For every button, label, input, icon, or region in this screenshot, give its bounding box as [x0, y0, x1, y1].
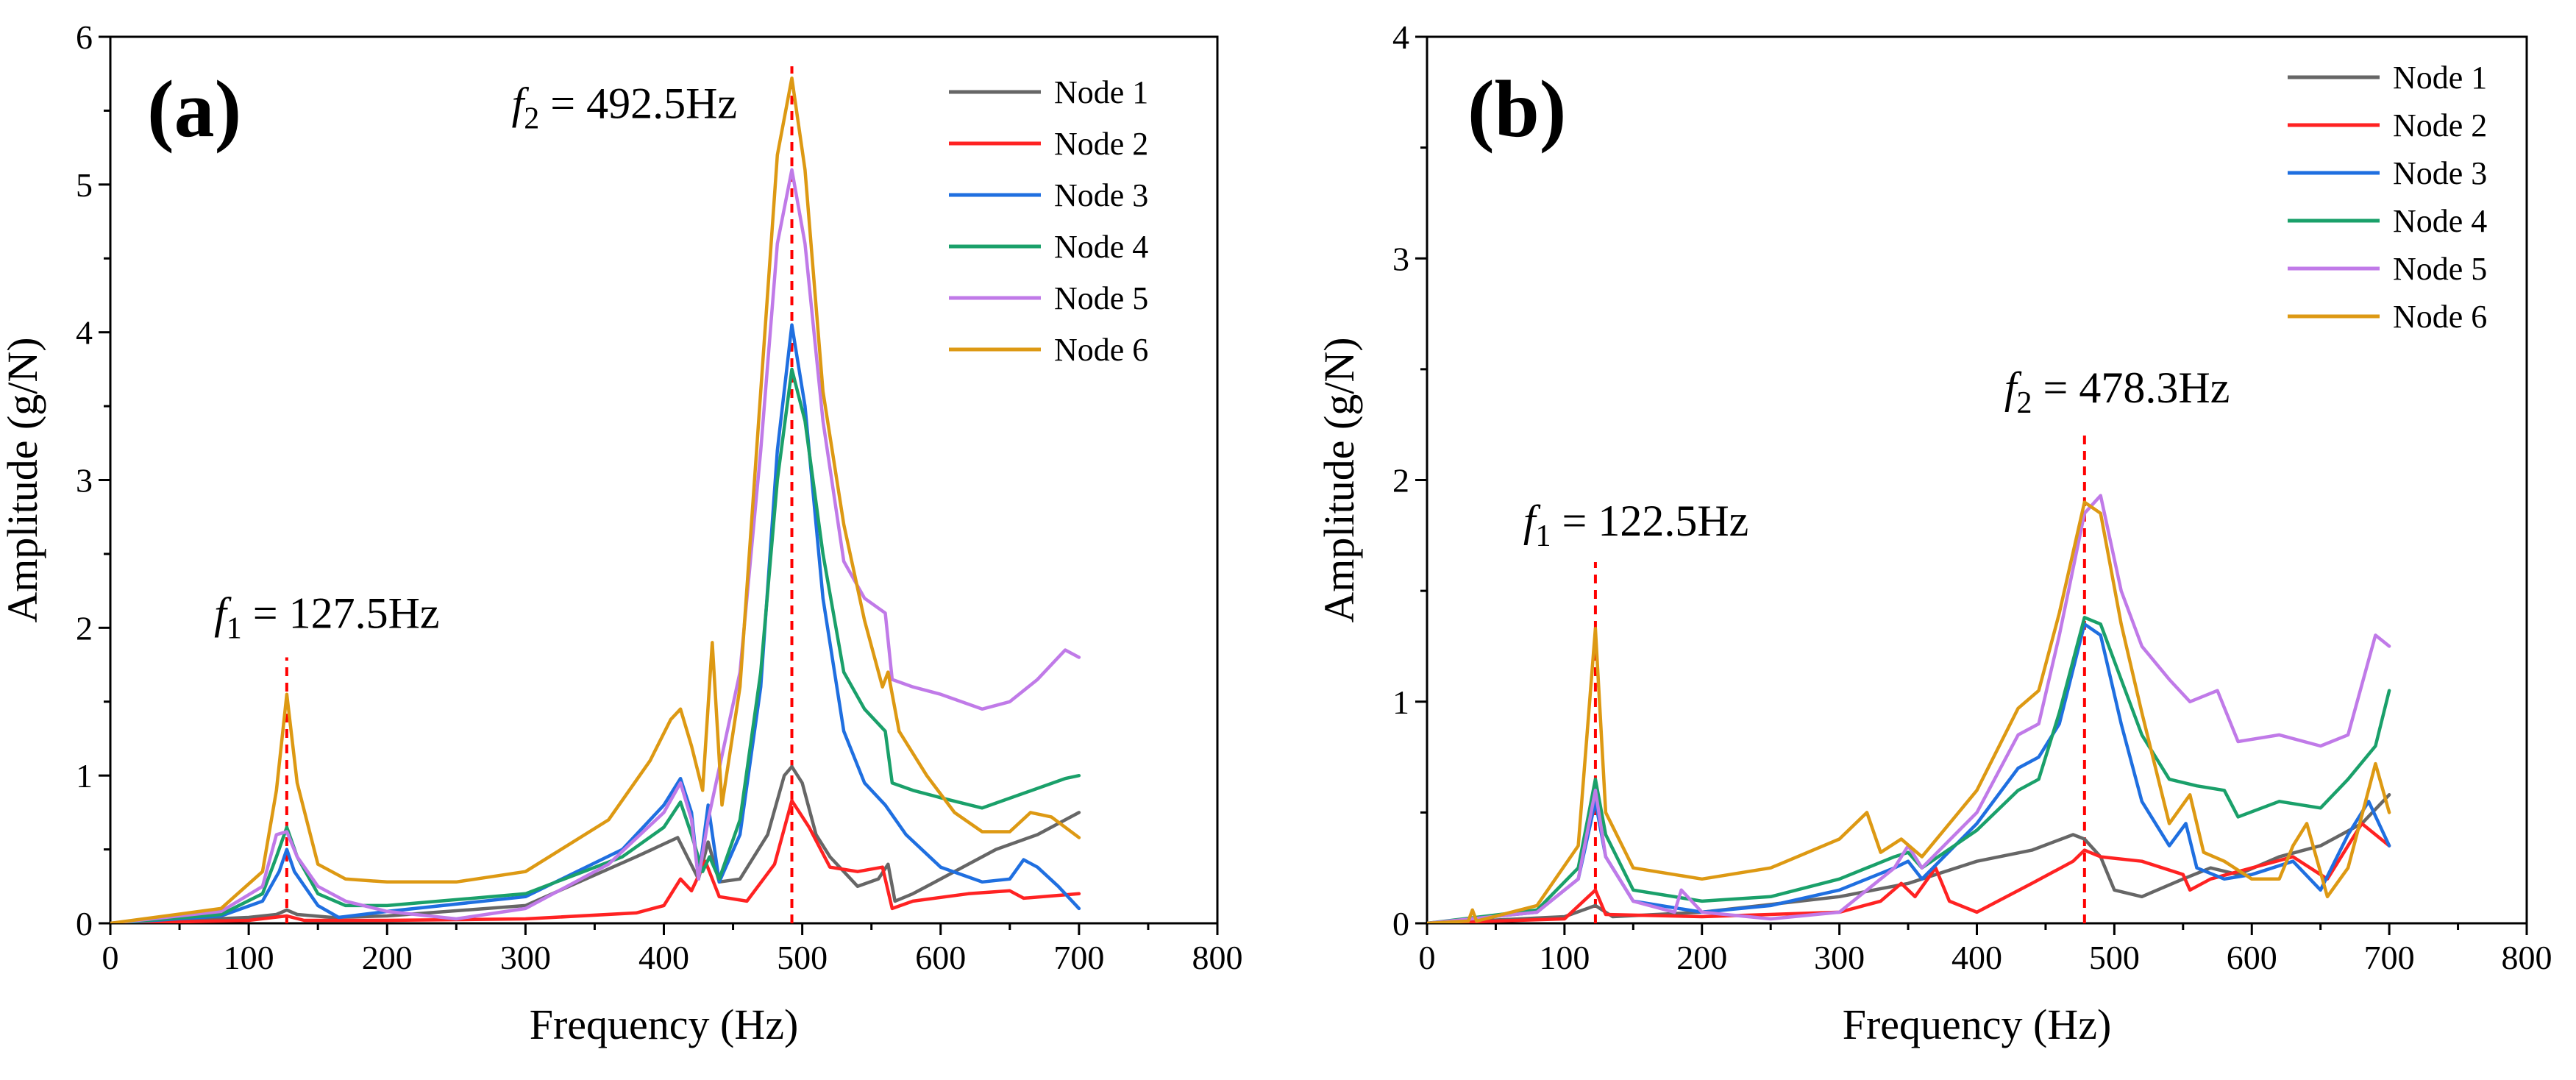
y-tick-label: 3 — [1392, 240, 1409, 277]
y-tick-label: 2 — [76, 609, 93, 647]
y-tick-label: 0 — [76, 905, 93, 942]
x-tick-label: 300 — [500, 939, 551, 976]
y-tick-label: 2 — [1392, 462, 1409, 500]
x-tick-label: 500 — [777, 939, 828, 976]
x-tick-label: 500 — [2089, 939, 2140, 976]
series-line-node-6 — [1427, 500, 2391, 923]
x-tick-label: 400 — [1951, 939, 2002, 976]
x-tick-label: 100 — [1539, 939, 1590, 976]
x-tick-label: 700 — [2364, 939, 2415, 976]
legend-label: Node 3 — [1054, 177, 1148, 213]
legend-label: Node 4 — [2393, 203, 2487, 239]
x-tick-label: 200 — [1676, 939, 1727, 976]
series-line-node-2 — [1427, 822, 2391, 923]
peak-annotation: f1 = 122.5Hz — [1523, 497, 1748, 553]
x-tick-label: 200 — [362, 939, 413, 976]
legend-label: Node 2 — [2393, 107, 2487, 143]
panel-label: (a) — [147, 64, 241, 154]
y-tick-label: 4 — [76, 314, 93, 352]
x-tick-label: 600 — [915, 939, 966, 976]
legend-label: Node 5 — [2393, 251, 2487, 287]
series-line-node-4 — [110, 367, 1081, 923]
y-tick-label: 1 — [1392, 683, 1409, 721]
x-tick-label: 400 — [638, 939, 689, 976]
x-tick-label: 700 — [1053, 939, 1104, 976]
x-tick-label: 0 — [102, 939, 119, 976]
series-line-node-5 — [110, 168, 1081, 923]
legend-label: Node 3 — [2393, 155, 2487, 191]
legend: Node 1 Node 2 Node 3 Node 4 Node 5 Node 6 — [2288, 60, 2487, 335]
series-line-node-4 — [1427, 616, 2391, 923]
y-axis-title: Amplitude (g/N) — [1315, 337, 1363, 622]
legend: Node 1 Node 2 Node 3 Node 4 Node 5 Node 6 — [949, 74, 1148, 368]
y-tick-label: 5 — [76, 166, 93, 204]
x-tick-label: 100 — [224, 939, 274, 976]
peak-annotation: f2 = 478.3Hz — [2004, 363, 2230, 420]
legend-label: Node 5 — [1054, 280, 1148, 316]
legend-label: Node 6 — [1054, 332, 1148, 368]
legend-label: Node 1 — [1054, 74, 1148, 110]
series-line-node-2 — [110, 799, 1081, 923]
series-line-node-6 — [110, 76, 1081, 923]
y-tick-label: 4 — [1392, 18, 1409, 56]
series-group — [110, 76, 1081, 923]
x-tick-label: 300 — [1814, 939, 1865, 976]
series-line-node-5 — [1427, 494, 2391, 923]
legend-label: Node 2 — [1054, 126, 1148, 162]
x-tick-label: 800 — [1192, 939, 1243, 976]
x-axis-title: Frequency (Hz) — [1843, 1001, 2112, 1048]
y-tick-label: 0 — [1392, 905, 1409, 942]
series-line-node-1 — [110, 764, 1081, 923]
legend-label: Node 1 — [2393, 60, 2487, 96]
y-axis-title: Amplitude (g/N) — [0, 337, 46, 622]
y-tick-label: 3 — [76, 462, 93, 500]
panel-label: (b) — [1467, 64, 1566, 154]
panel-a: 0 100 200 300 400 500 600 700 800 0 1 2 3 4 5 6 Frequenc… — [0, 18, 1243, 1048]
series-line-node-3 — [110, 323, 1081, 923]
legend-label: Node 4 — [1054, 229, 1148, 265]
panel-b: 0 100 200 300 400 500 600 700 800 0 1 2 3 4 Frequency … — [1315, 18, 2552, 1048]
peak-annotation: f1 = 127.5Hz — [214, 589, 439, 645]
x-axis-title: Frequency (Hz) — [530, 1001, 799, 1048]
y-tick-label: 1 — [76, 757, 93, 795]
x-tick-label: 800 — [2502, 939, 2552, 976]
peak-annotation: f2 = 492.5Hz — [512, 79, 737, 135]
x-tick-label: 0 — [1419, 939, 1436, 976]
series-group — [1427, 494, 2391, 923]
legend-label: Node 6 — [2393, 299, 2487, 335]
y-tick-label: 6 — [76, 18, 93, 56]
x-tick-label: 600 — [2227, 939, 2277, 976]
series-line-node-3 — [1427, 622, 2391, 923]
